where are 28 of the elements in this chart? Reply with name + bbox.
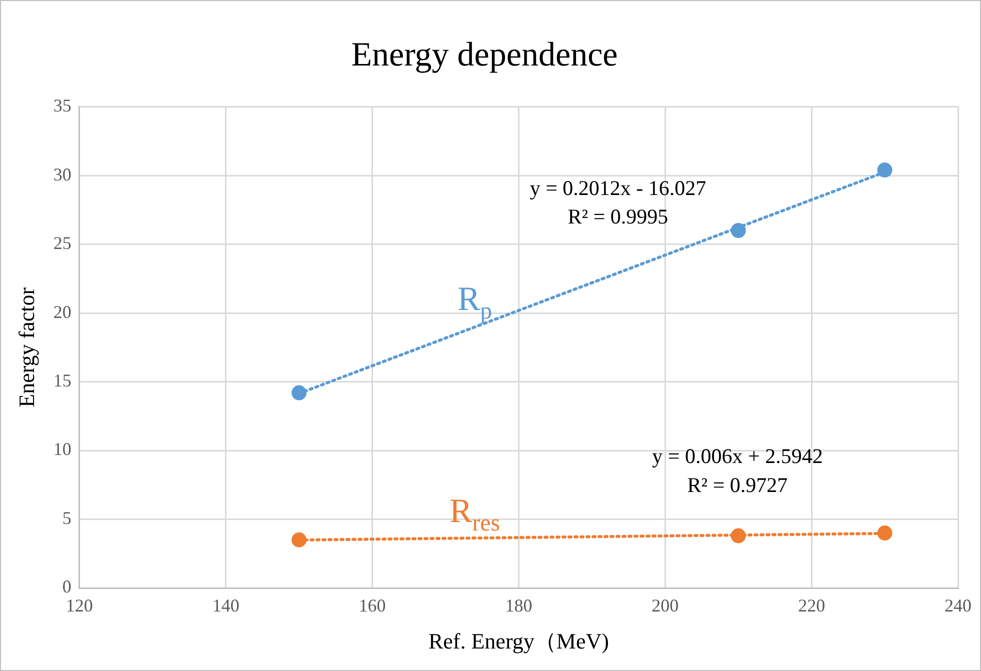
y-tick-label: 5: [62, 508, 72, 528]
x-tick-label: 200: [652, 596, 679, 616]
y-tick-label: 20: [53, 302, 72, 322]
point: [292, 385, 307, 400]
point: [730, 223, 746, 238]
x-tick-label: 220: [798, 596, 826, 616]
x-tick-label: 180: [505, 596, 532, 616]
x-tick-label: 240: [944, 596, 972, 616]
y-tick-label: 15: [53, 370, 72, 391]
y-tick-label: 10: [53, 439, 72, 460]
y-tick-label: 35: [53, 96, 72, 116]
annotation: R² = 0.9727: [687, 472, 788, 497]
x-tick-label: 140: [212, 596, 240, 616]
point: [730, 528, 746, 544]
x-tick-label: 160: [358, 596, 386, 616]
point: [877, 526, 892, 541]
annotation: y = 0.006x + 2.5942: [652, 444, 823, 468]
point: [292, 532, 307, 548]
y-axis-title: Energy factor: [14, 286, 39, 408]
annotation: y = 0.2012x - 16.027: [530, 176, 706, 200]
point: [877, 162, 892, 178]
chart-title: Energy dependence: [351, 36, 618, 74]
x-tick-label: 120: [66, 596, 93, 616]
y-tick-label: 30: [53, 164, 72, 184]
annotation: R² = 0.9995: [568, 204, 668, 229]
x-axis-title: Ref. Energy（MeV): [428, 628, 609, 654]
y-tick-label: 25: [53, 233, 72, 254]
y-tick-label: 0: [62, 576, 72, 597]
